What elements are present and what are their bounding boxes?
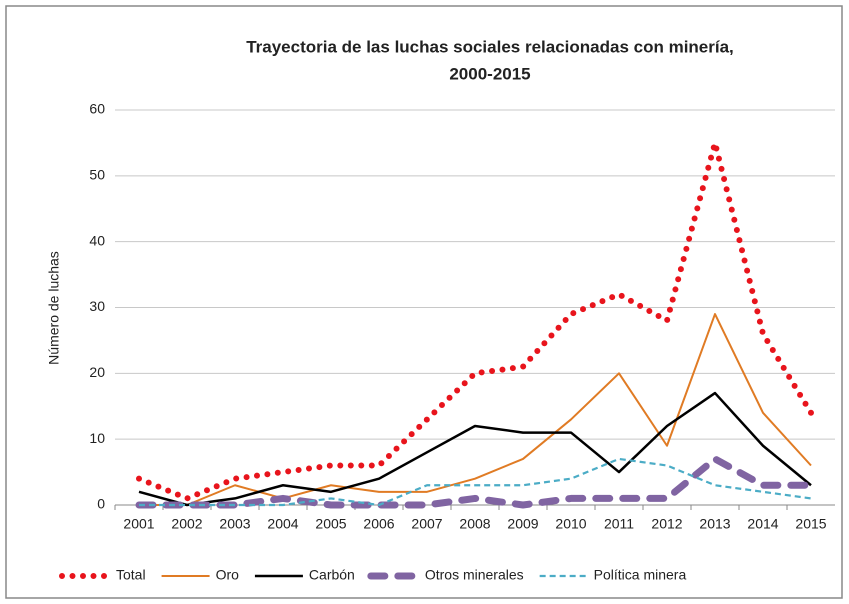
x-tick-label: 2009 [507,516,538,532]
y-axis-label: Número de luchas [46,251,62,365]
y-tick-label: 60 [89,101,105,117]
series-line [139,457,812,507]
x-tick-label: 2011 [604,516,634,532]
x-tick-label: 2013 [699,516,730,532]
y-tick-label: 0 [97,496,105,512]
legend-label: Oro [216,567,240,583]
x-tick-label: 2007 [411,516,442,532]
y-tick-label: 50 [89,167,105,183]
x-tick-label: 2014 [747,516,778,532]
series-line [139,313,812,506]
chart-title: 2000-2015 [449,64,530,83]
x-tick-label: 2001 [123,516,154,532]
chart-frame [5,5,843,599]
legend-label: Total [116,567,146,583]
series-line [138,391,812,507]
x-tick-label: 2015 [795,516,826,532]
x-tick-label: 2010 [555,516,586,532]
x-tick-label: 2008 [459,516,490,532]
x-tick-label: 2002 [171,516,202,532]
x-tick-label: 2005 [315,516,346,532]
legend-label: Carbón [309,567,355,583]
x-tick-label: 2004 [267,516,298,532]
y-tick-label: 10 [89,430,105,446]
legend-label: Otros minerales [425,567,524,583]
x-tick-label: 2003 [219,516,250,532]
x-tick-label: 2012 [651,516,682,532]
series-line [135,455,815,509]
y-tick-label: 40 [89,232,105,248]
y-tick-label: 30 [89,298,105,314]
x-tick-label: 2006 [363,516,394,532]
legend-label: Política minera [594,567,687,583]
y-tick-label: 20 [89,364,105,380]
chart-title: Trayectoria de las luchas sociales relac… [246,37,734,56]
